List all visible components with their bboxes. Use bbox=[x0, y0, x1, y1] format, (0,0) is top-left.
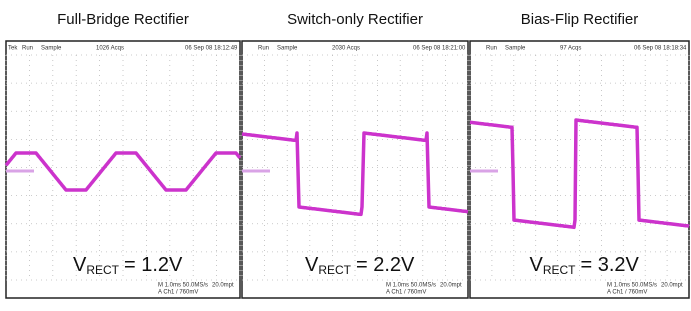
header-mode: Run bbox=[258, 46, 269, 52]
footer-timebase: M 1.0ms 50.0MS/s bbox=[158, 283, 208, 289]
label-subscript: RECT bbox=[86, 263, 119, 277]
figure: Full-Bridge Rectifier Tek Run Sample 1026 Ac… bbox=[0, 0, 691, 311]
label-value: = 1.2V bbox=[124, 254, 183, 276]
label-symbol: V bbox=[305, 254, 319, 276]
panel-title: Switch-only Rectifier bbox=[287, 11, 423, 28]
header-count: 97 Acqs bbox=[560, 46, 581, 52]
footer-record: 20.0mpt bbox=[212, 283, 234, 289]
header-timestamp: 06 Sep 08 18:12:49 bbox=[185, 46, 238, 52]
footer-trigger: A Ch1 / 760mV bbox=[386, 290, 426, 296]
label-subscript: RECT bbox=[318, 263, 351, 277]
scope-screen bbox=[242, 41, 468, 298]
label-symbol: V bbox=[530, 254, 544, 276]
footer-timebase: M 1.0ms 50.0MS/s bbox=[607, 283, 657, 289]
header-acquire: Sample bbox=[41, 46, 62, 52]
label-subscript: RECT bbox=[543, 263, 576, 277]
label-value: = 3.2V bbox=[581, 254, 640, 276]
header-mode: Run bbox=[22, 46, 33, 52]
header-brand: Tek bbox=[8, 46, 18, 52]
header-timestamp: 06 Sep 08 18:18:34 bbox=[634, 46, 687, 52]
label-value: = 2.2V bbox=[356, 254, 415, 276]
scope-screen bbox=[6, 41, 240, 298]
label-symbol: V bbox=[73, 254, 87, 276]
footer-record: 20.0mpt bbox=[440, 283, 462, 289]
header-mode: Run bbox=[486, 46, 497, 52]
header-acquire: Sample bbox=[505, 46, 526, 52]
footer-record: 20.0mpt bbox=[661, 283, 683, 289]
scope-screen bbox=[470, 41, 689, 298]
footer-trigger: A Ch1 / 760mV bbox=[607, 290, 647, 296]
header-count: 2030 Acqs bbox=[332, 46, 360, 52]
footer-timebase: M 1.0ms 50.0MS/s bbox=[386, 283, 436, 289]
footer-trigger: A Ch1 / 760mV bbox=[158, 290, 198, 296]
header-count: 1026 Acqs bbox=[96, 46, 124, 52]
header-acquire: Sample bbox=[277, 46, 298, 52]
header-timestamp: 06 Sep 08 18:21:00 bbox=[413, 46, 466, 52]
panel-title: Full-Bridge Rectifier bbox=[57, 11, 189, 28]
panel-title: Bias-Flip Rectifier bbox=[521, 11, 639, 28]
